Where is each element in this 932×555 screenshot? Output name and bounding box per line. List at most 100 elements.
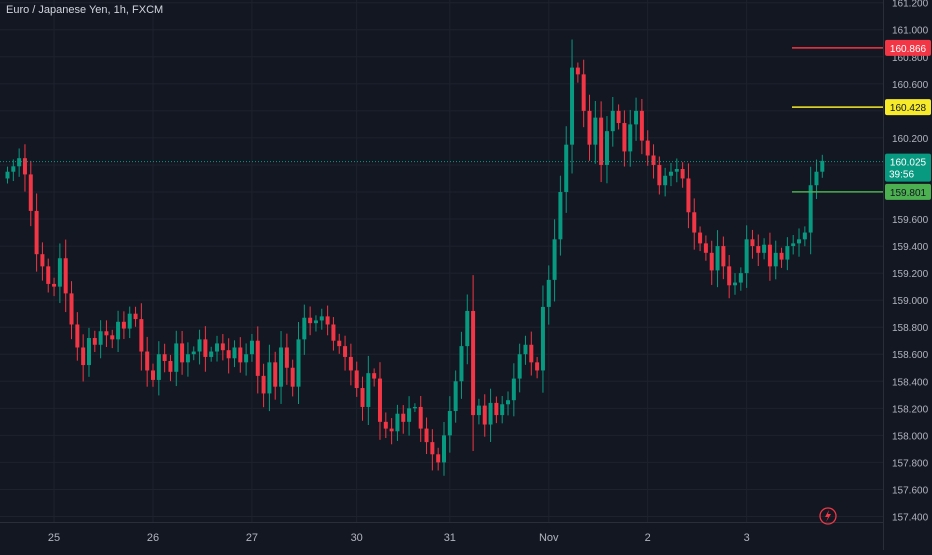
candle-body: [488, 402, 493, 425]
candle-body: [238, 347, 243, 363]
lightning-icon-bolt: [825, 510, 831, 522]
x-tick-label: 3: [744, 532, 750, 544]
candle-body: [744, 239, 749, 274]
lightning-icon[interactable]: [819, 507, 837, 525]
candle-body: [127, 313, 132, 329]
x-tick-label: 2: [645, 532, 651, 544]
candle-body: [308, 317, 313, 324]
x-tick-label: Nov: [539, 532, 559, 544]
candle-body: [668, 171, 673, 176]
candle-body: [459, 346, 464, 382]
price-level-label-box: [885, 183, 931, 200]
candle-body: [762, 244, 767, 253]
candle-body: [360, 388, 365, 407]
y-tick-label: 160.600: [892, 80, 929, 91]
candle-body: [808, 185, 813, 233]
candle-body: [133, 313, 138, 320]
candle-body: [209, 351, 214, 357]
candle-body: [249, 340, 254, 355]
candle-body: [197, 339, 202, 352]
price-level-label-box: [885, 99, 931, 116]
candle-body: [151, 370, 155, 380]
candle-body: [401, 413, 406, 422]
candle-body: [500, 404, 505, 416]
candle-body: [791, 243, 796, 247]
candle-body: [34, 210, 39, 255]
candle-body: [610, 110, 615, 132]
candle-body: [348, 356, 353, 371]
candle-body: [174, 343, 179, 372]
candle-body: [191, 351, 196, 355]
candle-body: [476, 405, 481, 416]
candle-body: [28, 174, 33, 211]
candle-body: [517, 354, 522, 379]
candle-body: [290, 367, 295, 387]
candle-body: [343, 346, 348, 357]
candle-body: [284, 347, 289, 368]
candle-body: [570, 67, 575, 145]
candle-body: [686, 178, 691, 213]
candle-body: [162, 354, 167, 361]
candle-body: [226, 350, 231, 359]
candle-body: [703, 243, 708, 253]
candle-body: [529, 344, 534, 363]
candle-body: [564, 144, 569, 192]
candle-body: [447, 411, 452, 436]
countdown-label: 39:56: [889, 170, 914, 181]
candle-body: [220, 343, 225, 351]
candle-body: [98, 331, 103, 345]
candle-body: [575, 67, 580, 75]
candle-body: [494, 402, 499, 416]
candle-body: [599, 117, 604, 165]
candle-body: [110, 335, 115, 340]
candle-body: [709, 252, 714, 271]
candle-body: [511, 378, 516, 401]
y-tick-label: 159.400: [892, 242, 929, 253]
candle-body: [692, 212, 697, 233]
candle-body: [325, 316, 330, 325]
candle-body: [63, 258, 68, 294]
candle-body: [430, 442, 435, 455]
candle-body: [663, 175, 668, 186]
candle-body: [389, 428, 394, 432]
candle-body: [721, 246, 726, 267]
candle-body: [203, 339, 208, 357]
symbol-instrument: Euro / Japanese Yen: [6, 4, 108, 16]
candle-body: [232, 347, 237, 359]
y-tick-label: 158.000: [892, 431, 929, 442]
candle-body: [267, 362, 272, 394]
candle-body: [296, 339, 301, 387]
x-tick-label: 25: [48, 532, 60, 544]
candle-body: [506, 400, 511, 405]
candle-body: [639, 110, 644, 141]
x-tick-label: 30: [351, 532, 363, 544]
candle-body: [139, 319, 144, 352]
candle-body: [604, 131, 609, 165]
y-tick-label: 159.000: [892, 296, 929, 307]
candle-body: [733, 282, 737, 286]
candle-body: [436, 454, 441, 463]
candle-body: [46, 266, 51, 284]
candle-body: [814, 171, 819, 186]
y-tick-label: 159.200: [892, 269, 929, 280]
candle-body: [628, 124, 633, 152]
x-tick-label: 31: [444, 532, 456, 544]
candle-body: [377, 378, 382, 422]
y-tick-label: 157.600: [892, 485, 929, 496]
candle-body: [587, 110, 592, 145]
candle-body: [395, 413, 400, 432]
candle-body: [674, 169, 679, 172]
candle-body: [407, 408, 412, 422]
price-level-label: 159.801: [890, 188, 927, 199]
y-tick-label: 157.400: [892, 512, 929, 523]
candle-body: [738, 273, 743, 283]
candle-body: [820, 160, 825, 172]
candle-body: [366, 373, 371, 407]
candle-body: [657, 164, 662, 186]
y-tick-label: 159.600: [892, 215, 929, 226]
candle-body: [354, 370, 359, 389]
y-tick-label: 160.200: [892, 134, 929, 145]
